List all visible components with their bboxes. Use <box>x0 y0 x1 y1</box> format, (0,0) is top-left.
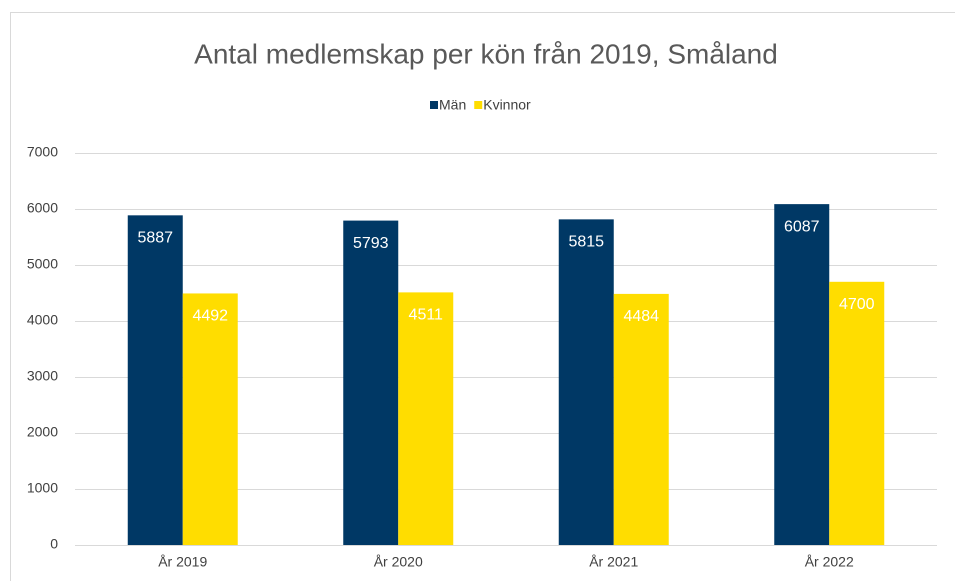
data-label: 4700 <box>839 296 875 313</box>
bar <box>613 293 669 545</box>
bar <box>343 220 399 546</box>
y-tick-label: 4000 <box>27 312 58 328</box>
y-tick-label: 5000 <box>27 256 58 272</box>
bar <box>774 204 830 546</box>
data-label: 5815 <box>568 234 604 251</box>
legend-label: Kvinnor <box>483 97 531 113</box>
legend-label: Män <box>439 97 466 113</box>
bar <box>182 293 238 545</box>
x-tick-label: År 2022 <box>805 554 854 570</box>
bar <box>829 281 885 545</box>
y-tick-label: 3000 <box>27 368 58 384</box>
y-tick-label: 7000 <box>27 144 58 160</box>
x-tick-label: År 2020 <box>374 554 423 570</box>
chart-title: Antal medlemskap per kön från 2019, Smål… <box>194 38 778 69</box>
data-label: 4484 <box>623 308 659 325</box>
y-tick-label: 0 <box>50 536 58 552</box>
bar <box>558 219 614 546</box>
data-label: 5793 <box>353 235 389 252</box>
legend-swatch <box>430 101 438 109</box>
y-tick-label: 2000 <box>27 424 58 440</box>
legend-swatch <box>474 101 483 109</box>
x-tick-label: År 2019 <box>158 554 207 570</box>
bar <box>398 292 454 545</box>
y-tick-label: 6000 <box>27 200 58 216</box>
data-label: 5887 <box>137 230 173 247</box>
bar <box>127 215 183 545</box>
x-tick-label: År 2021 <box>589 554 638 570</box>
y-tick-label: 1000 <box>27 480 58 496</box>
data-label: 4511 <box>409 307 444 324</box>
data-label: 4492 <box>192 308 228 325</box>
data-label: 6087 <box>784 218 820 235</box>
